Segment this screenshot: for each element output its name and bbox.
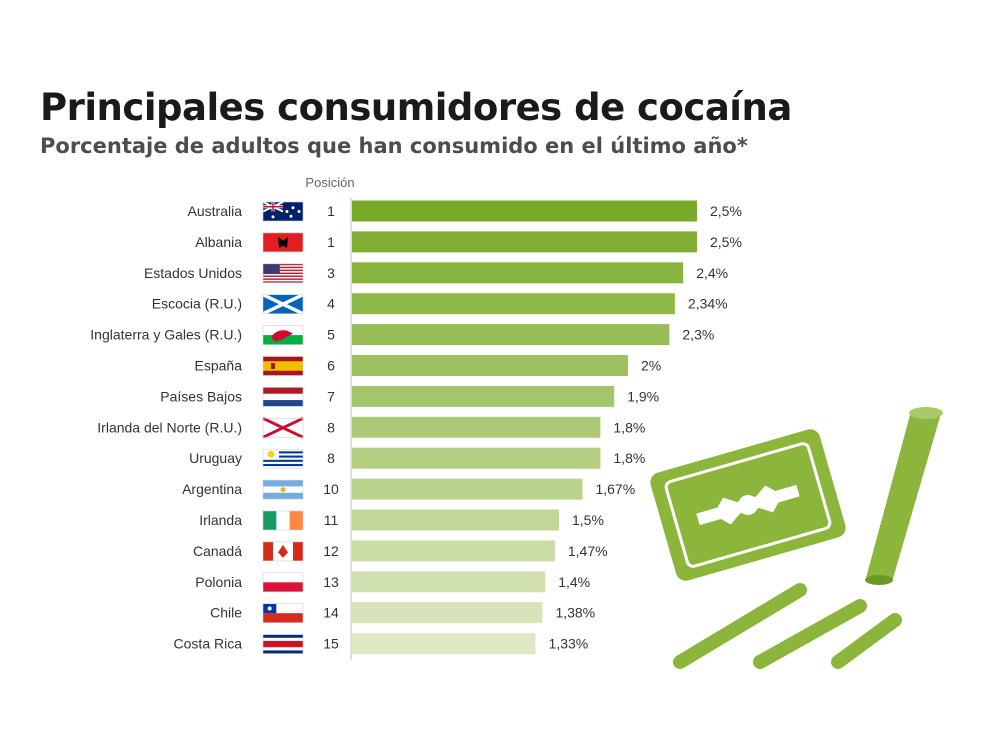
bar (352, 293, 675, 315)
rank-label: 11 (324, 512, 339, 528)
bar (352, 231, 697, 253)
value-label: 2,5% (710, 234, 742, 250)
bar (352, 602, 543, 624)
bar (352, 385, 615, 407)
bar (352, 355, 628, 376)
bar (352, 478, 583, 500)
northern-ireland-flag-icon (262, 416, 304, 439)
bar (352, 262, 684, 284)
rank-label: 12 (323, 543, 339, 559)
bar (352, 447, 601, 469)
poland-flag-icon (262, 572, 304, 593)
category-label: Albania (195, 234, 242, 250)
bar (352, 633, 536, 655)
value-label: 1,9% (627, 388, 659, 404)
albania-flag-icon (262, 232, 304, 253)
bar (352, 324, 670, 346)
ireland-flag-icon (262, 510, 304, 531)
argentina-flag-icon (262, 479, 304, 500)
value-label: 2% (641, 358, 661, 374)
value-label: 1,5% (572, 512, 604, 528)
value-label: 1,8% (613, 419, 645, 435)
straw-icon (865, 407, 943, 585)
value-label: 2,4% (696, 265, 728, 281)
bar (352, 571, 546, 593)
rank-label: 10 (323, 481, 339, 497)
chart-title: Principales consumidores de cocaína (40, 86, 792, 129)
australia-flag-icon (262, 201, 304, 222)
spain-flag-icon (262, 356, 304, 376)
bar (352, 200, 697, 222)
scotland-flag-icon (262, 293, 304, 316)
value-label: 1,8% (613, 450, 645, 466)
value-label: 2,5% (710, 203, 742, 219)
category-label: Países Bajos (160, 388, 242, 404)
value-label: 1,38% (555, 605, 595, 621)
rank-label: 14 (323, 605, 339, 621)
chart-subtitle: Porcentaje de adultos que han consumido … (40, 134, 748, 158)
uruguay-flag-icon (262, 448, 304, 469)
category-label: Irlanda (199, 512, 242, 528)
powder-line (753, 599, 867, 669)
category-label: Canadá (193, 543, 242, 559)
value-label: 1,4% (558, 574, 590, 590)
bar (352, 509, 559, 531)
category-label: Australia (188, 203, 243, 219)
rank-label: 1 (327, 234, 335, 250)
netherlands-flag-icon (262, 387, 304, 407)
rank-label: 13 (323, 574, 339, 590)
category-label: Chile (210, 605, 242, 621)
category-label: Argentina (182, 481, 242, 497)
rank-label: 1 (327, 203, 335, 219)
usa-flag-icon (262, 263, 304, 284)
value-label: 1,47% (568, 543, 608, 559)
category-label: Escocia (R.U.) (152, 296, 242, 312)
powder-line (831, 613, 902, 669)
bar (352, 540, 555, 562)
rank-label: 8 (327, 450, 335, 466)
wales-flag-icon (262, 325, 304, 345)
costa-rica-flag-icon (262, 634, 304, 654)
rank-label: 3 (327, 265, 335, 281)
rank-label: 4 (327, 296, 335, 312)
category-label: España (195, 358, 243, 374)
rank-label: 15 (323, 636, 339, 652)
razor-blade-icon (650, 429, 846, 581)
category-label: Inglaterra y Gales (R.U.) (90, 327, 242, 343)
bar (352, 416, 601, 438)
category-label: Polonia (195, 574, 242, 590)
position-header: Posición (305, 175, 354, 190)
rank-label: 8 (327, 419, 335, 435)
razor-and-straw-illustration (650, 407, 943, 669)
rank-label: 7 (327, 388, 335, 404)
value-label: 2,3% (682, 327, 714, 343)
value-label: 2,34% (688, 296, 728, 312)
powder-line (673, 583, 807, 669)
category-label: Irlanda del Norte (R.U.) (97, 419, 242, 435)
category-label: Costa Rica (174, 636, 243, 652)
category-label: Estados Unidos (144, 265, 242, 281)
category-label: Uruguay (189, 450, 242, 466)
canada-flag-icon (262, 541, 304, 562)
chile-flag-icon (262, 603, 304, 624)
value-label: 1,33% (549, 636, 589, 652)
value-label: 1,67% (595, 481, 635, 497)
rank-label: 6 (327, 358, 335, 374)
rank-label: 5 (327, 327, 335, 343)
